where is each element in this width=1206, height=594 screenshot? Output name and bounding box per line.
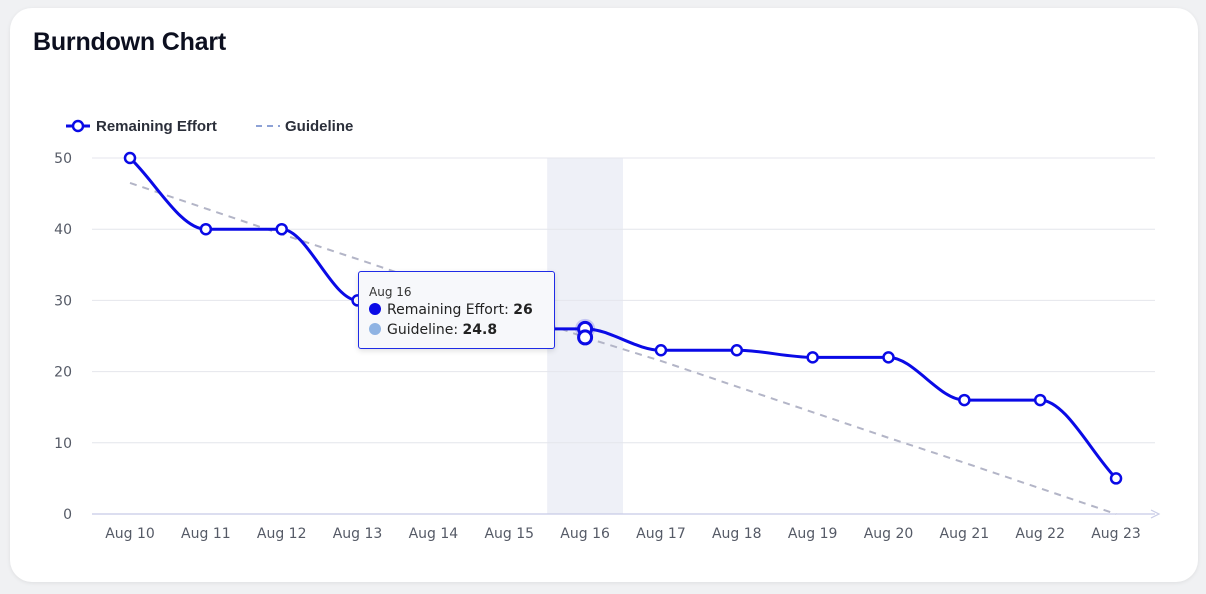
tooltip-remaining-label: Remaining Effort: bbox=[387, 302, 509, 318]
plot-area[interactable]: 0 10 20 30 40 50 Aug 10 Aug 11 Aug 12 Aug 13 Aug 1… bbox=[54, 151, 1161, 542]
tooltip-row-remaining: Remaining Effort: 26 bbox=[369, 302, 533, 318]
tooltip-guideline-dot bbox=[369, 323, 381, 335]
x-tick-label-aug-15: Aug 15 bbox=[484, 526, 534, 542]
x-tick-label-aug-12: Aug 12 bbox=[257, 526, 307, 542]
y-tick-label: 20 bbox=[54, 365, 72, 381]
remaining-effort-point-aug-11 bbox=[199, 222, 213, 236]
legend-item-guideline[interactable]: Guideline bbox=[256, 118, 353, 135]
x-tick-label-aug-11: Aug 11 bbox=[181, 526, 231, 542]
legend-item-remaining-effort[interactable]: Remaining Effort bbox=[66, 118, 217, 135]
x-tick-label-aug-18: Aug 18 bbox=[712, 526, 762, 542]
x-tick-label-aug-17: Aug 17 bbox=[636, 526, 686, 542]
x-tick-label-aug-14: Aug 14 bbox=[409, 526, 459, 542]
tooltip-guideline-value: 24.8 bbox=[462, 322, 498, 338]
tooltip-remaining-value: 26 bbox=[513, 302, 533, 318]
remaining-effort-point-aug-19 bbox=[806, 351, 819, 364]
x-tick-label-aug-13: Aug 13 bbox=[333, 526, 383, 542]
x-tick-label-aug-19: Aug 19 bbox=[788, 526, 838, 542]
tooltip-date: Aug 16 bbox=[369, 285, 412, 299]
y-tick-label: 10 bbox=[54, 436, 72, 452]
remaining-effort-point-aug-18 bbox=[730, 343, 744, 357]
legend[interactable]: Remaining Effort Guideline bbox=[66, 118, 353, 135]
legend-remaining-effort-label: Remaining Effort bbox=[96, 118, 217, 135]
remaining-effort-point-aug-23 bbox=[1109, 472, 1123, 485]
x-tick-label-aug-20: Aug 20 bbox=[864, 526, 914, 542]
x-axis-arrow bbox=[1150, 509, 1161, 519]
remaining-effort-point-aug-20 bbox=[882, 351, 895, 364]
y-tick-label: 30 bbox=[54, 293, 72, 309]
tooltip-guideline-label: Guideline: bbox=[387, 322, 459, 338]
x-tick-label-aug-21: Aug 21 bbox=[940, 526, 990, 542]
y-tick-label: 50 bbox=[54, 151, 72, 167]
remaining-effort-point-aug-21 bbox=[958, 393, 971, 407]
legend-guideline-label: Guideline bbox=[285, 118, 353, 135]
guideline-series-line bbox=[129, 181, 1117, 515]
legend-remaining-effort-marker bbox=[71, 119, 85, 133]
y-tick-label: 40 bbox=[54, 222, 72, 238]
tooltip-remaining-dot bbox=[369, 303, 381, 315]
remaining-effort-point-aug-12 bbox=[275, 222, 288, 236]
x-tick-label-aug-10: Aug 10 bbox=[105, 526, 155, 542]
y-tick-label: 0 bbox=[63, 507, 72, 523]
x-tick-label-aug-16: Aug 16 bbox=[560, 526, 610, 542]
remaining-effort-series-line bbox=[128, 156, 1118, 480]
remaining-effort-point-aug-22 bbox=[1033, 393, 1047, 407]
tooltip: Aug 16 Remaining Effort: 26 Guideline: 2… bbox=[358, 271, 555, 349]
guideline-point-aug-16 bbox=[577, 329, 594, 346]
remaining-effort-point-aug-10 bbox=[123, 151, 137, 165]
remaining-effort-point-aug-17 bbox=[654, 343, 668, 357]
x-tick-label-aug-23: Aug 23 bbox=[1091, 526, 1141, 542]
tooltip-row-guideline: Guideline: 24.8 bbox=[369, 322, 497, 338]
chart-title: Burndown Chart bbox=[33, 28, 227, 56]
x-tick-label-aug-22: Aug 22 bbox=[1015, 526, 1065, 542]
